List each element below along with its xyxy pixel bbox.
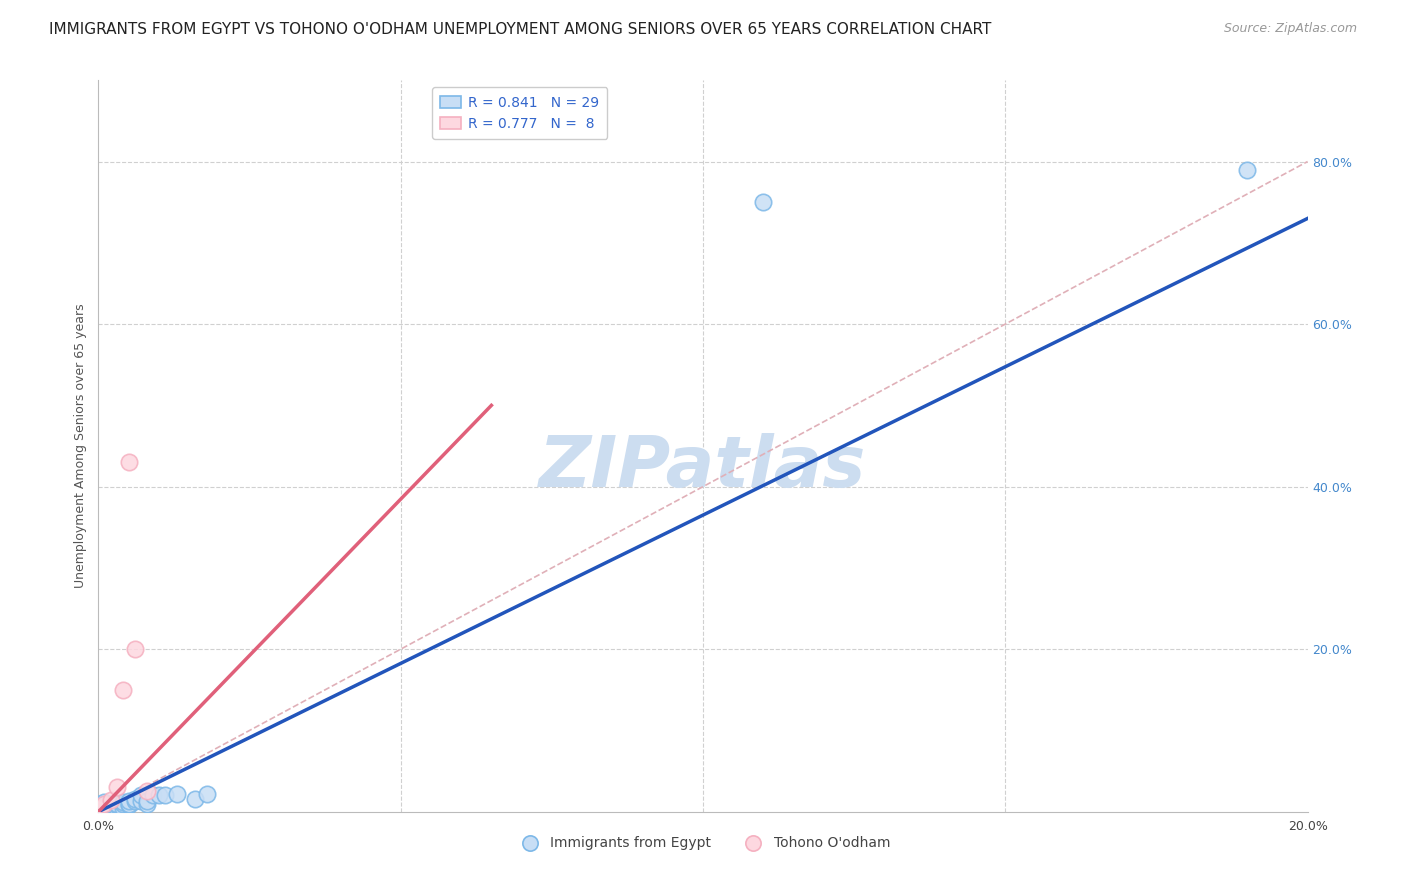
Text: IMMIGRANTS FROM EGYPT VS TOHONO O'ODHAM UNEMPLOYMENT AMONG SENIORS OVER 65 YEARS: IMMIGRANTS FROM EGYPT VS TOHONO O'ODHAM …	[49, 22, 991, 37]
Point	[93, 795, 115, 809]
Point	[135, 784, 157, 798]
Point	[752, 195, 775, 210]
Point	[124, 642, 146, 657]
Point	[124, 794, 146, 808]
Point	[105, 797, 128, 811]
Point	[105, 800, 128, 814]
Point	[118, 794, 141, 808]
Point	[118, 797, 141, 811]
Point	[184, 791, 207, 805]
Point	[124, 791, 146, 805]
Point	[87, 800, 110, 814]
Point	[105, 780, 128, 795]
Point	[135, 794, 157, 808]
Point	[93, 797, 115, 811]
Point	[195, 787, 218, 801]
Point	[142, 789, 165, 803]
Point	[100, 798, 122, 813]
Point	[111, 797, 134, 811]
Legend: Immigrants from Egypt, Tohono O'odham: Immigrants from Egypt, Tohono O'odham	[510, 830, 896, 856]
Point	[111, 800, 134, 814]
Point	[118, 798, 141, 813]
Point	[105, 798, 128, 813]
Point	[118, 455, 141, 469]
Point	[100, 792, 122, 806]
Text: Source: ZipAtlas.com: Source: ZipAtlas.com	[1223, 22, 1357, 36]
Point	[93, 800, 115, 814]
Point	[166, 787, 188, 801]
Point	[111, 795, 134, 809]
Point	[87, 797, 110, 811]
Point	[148, 789, 170, 803]
Text: ZIPatlas: ZIPatlas	[540, 434, 866, 502]
Point	[129, 789, 152, 803]
Y-axis label: Unemployment Among Seniors over 65 years: Unemployment Among Seniors over 65 years	[75, 303, 87, 589]
Point	[1236, 162, 1258, 177]
Point	[135, 797, 157, 811]
Point	[100, 797, 122, 811]
Point	[111, 682, 134, 697]
Point	[100, 800, 122, 814]
Point	[129, 794, 152, 808]
Point	[153, 788, 176, 802]
